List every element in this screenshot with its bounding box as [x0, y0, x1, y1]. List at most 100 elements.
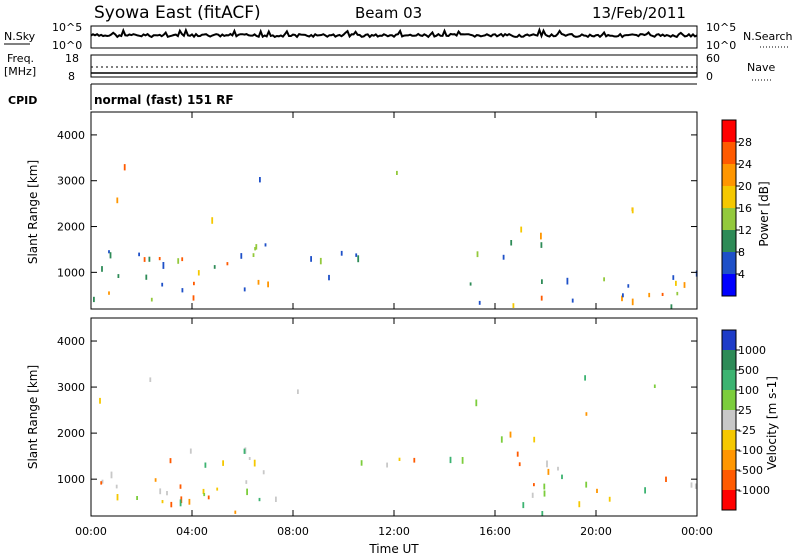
range-gate-cell	[181, 257, 184, 262]
range-gate-cell	[621, 295, 623, 302]
range-gate-cell	[115, 484, 118, 489]
nave-tick-high: 60	[706, 52, 720, 65]
range-gate-cell	[603, 277, 605, 282]
noise-right-tick-high: 10^5	[706, 21, 736, 34]
range-gate-cell	[478, 300, 481, 305]
range-gate-cell	[243, 448, 246, 454]
y-tick-label: 4000	[57, 335, 85, 348]
colorbar-tick-label: -1000	[738, 484, 770, 497]
range-gate-cell	[267, 281, 269, 288]
range-gate-cell	[543, 483, 546, 490]
colorbar-frame	[721, 329, 737, 511]
velocity-y-axis: 1000 2000 3000 4000	[57, 335, 697, 486]
range-gate-cell	[257, 279, 260, 285]
y-tick-label: 2000	[57, 221, 85, 234]
y-tick-label: 1000	[57, 473, 85, 486]
range-gate-cell	[469, 282, 472, 286]
colorbar-band	[722, 208, 736, 231]
noise-sky-line	[90, 27, 698, 39]
freq-unit: [MHz]	[4, 65, 36, 78]
power-y-axis: 1000 2000 3000 4000	[57, 129, 697, 279]
range-gate-cell	[541, 511, 544, 517]
range-gate-cell	[262, 470, 265, 475]
range-gate-cell	[585, 412, 588, 416]
colorbar-band	[722, 164, 736, 187]
range-gate-cell	[627, 284, 630, 288]
x-tick-label: 16:00	[479, 525, 511, 538]
range-gate-cell	[546, 460, 548, 468]
cpid-text: normal (fast) 151 RF	[94, 93, 234, 107]
colorbar-tick-label: 28	[738, 136, 752, 149]
x-tick-label: 20:00	[580, 525, 612, 538]
y-tick-label: 3000	[57, 381, 85, 394]
range-gate-cell	[512, 303, 515, 308]
range-gate-cell	[631, 298, 634, 306]
noise-right-tick-low: 10^0	[706, 39, 736, 52]
range-gate-cell	[179, 499, 182, 507]
range-gate-cell	[222, 460, 224, 466]
range-gate-cell	[531, 492, 534, 498]
colorbar-band	[722, 330, 736, 351]
colorbar-tick-label: -100	[738, 444, 763, 457]
range-gate-cell	[240, 253, 243, 259]
range-gate-cell	[264, 243, 267, 247]
colorbar-tick-label: 25	[738, 404, 752, 417]
x-tick-label: 08:00	[277, 525, 309, 538]
range-gate-cell	[254, 247, 256, 251]
range-gate-cell	[192, 295, 195, 301]
colorbar-tick-label: 16	[738, 202, 752, 215]
colorbar-band	[722, 120, 736, 143]
range-gate-cell	[100, 481, 103, 485]
range-gate-cell	[143, 257, 146, 262]
range-gate-cell	[197, 270, 200, 276]
range-gate-cell	[328, 274, 330, 281]
range-gate-cell	[101, 266, 103, 272]
range-gate-cell	[476, 251, 479, 258]
x-tick-label: 00:00	[75, 525, 107, 538]
range-gate-cell	[672, 275, 675, 280]
range-gate-cell	[461, 457, 464, 464]
range-gate-cell	[608, 496, 611, 502]
nave-tick-low: 0	[706, 70, 713, 83]
range-gate-cell	[540, 232, 542, 240]
range-gate-cell	[653, 384, 656, 388]
range-gate-cell	[193, 281, 195, 286]
cpid-label: CPID	[8, 94, 37, 107]
range-gate-cell	[665, 476, 667, 482]
colorbar-tick-label: 4	[738, 268, 745, 281]
range-gate-cell	[202, 488, 205, 494]
range-gate-cell	[578, 501, 581, 508]
range-gate-cell	[596, 488, 598, 493]
velocity-heatmap	[99, 375, 697, 517]
range-gate-cell	[159, 488, 162, 495]
range-gate-cell	[396, 170, 398, 175]
range-gate-cell	[258, 497, 261, 502]
range-gate-cell	[670, 304, 673, 309]
nave-label: Nave	[747, 61, 775, 74]
range-gate-cell	[136, 496, 138, 500]
noise-tick-high: 10^5	[52, 21, 82, 34]
power-panel	[90, 111, 698, 310]
colorbar-band	[722, 186, 736, 209]
nsky-label: N.Sky	[4, 30, 36, 43]
range-gate-cell	[123, 164, 126, 171]
range-gate-cell	[161, 282, 164, 287]
range-gate-cell	[386, 462, 388, 468]
colorbar-tick-label: 8	[738, 246, 745, 259]
range-gate-cell	[234, 510, 237, 514]
velocity-colorbar-label: Velocity [m s-1]	[765, 376, 779, 470]
range-gate-cell	[108, 291, 110, 295]
velocity-panel	[90, 317, 698, 517]
range-gate-cell	[116, 197, 119, 204]
beam-title: Beam 03	[355, 4, 422, 22]
x-tick-label: 00:00	[681, 525, 713, 538]
colorbar-tick-label: -500	[738, 464, 763, 477]
range-gate-cell	[502, 254, 505, 260]
range-gate-cell	[540, 295, 543, 301]
colorbar-band	[722, 142, 736, 165]
range-gate-cell	[585, 481, 588, 488]
range-gate-cell	[110, 471, 113, 479]
colorbar-band	[722, 430, 736, 451]
colorbar-tick-label: 12	[738, 224, 752, 237]
date-title: 13/Feb/2011	[592, 4, 686, 22]
